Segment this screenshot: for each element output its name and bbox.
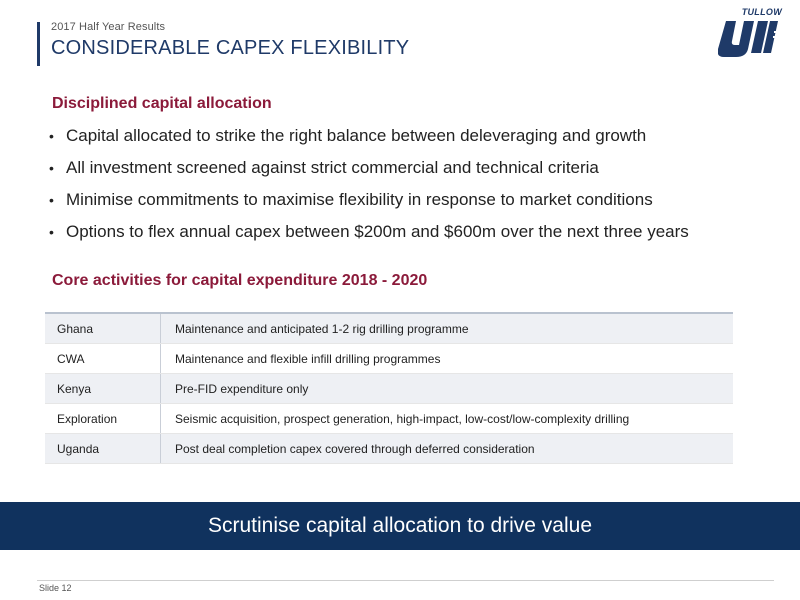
bullet-icon: • <box>49 224 54 240</box>
slide-number: Slide 12 <box>39 583 72 593</box>
header-accent-bar <box>37 22 40 66</box>
footer-divider <box>37 580 774 581</box>
activity-cell: Seismic acquisition, prospect generation… <box>160 403 733 434</box>
summary-banner: Scrutinise capital allocation to drive v… <box>0 502 800 550</box>
bullet-text: Options to flex annual capex between $20… <box>66 222 689 241</box>
bullet-icon: • <box>49 192 54 208</box>
capital-allocation-bullets: • Capital allocated to strike the right b… <box>47 123 787 251</box>
table-row: Exploration Seismic acquisition, prospec… <box>45 403 733 434</box>
bullet-item: • Minimise commitments to maximise flexib… <box>47 187 787 219</box>
header-kicker: 2017 Half Year Results <box>51 21 166 33</box>
company-logo: TULLOW <box>718 7 790 67</box>
table-row: Uganda Post deal completion capex covere… <box>45 433 733 464</box>
region-cell: CWA <box>45 343 161 374</box>
region-cell: Ghana <box>45 312 161 344</box>
region-cell: Kenya <box>45 373 161 404</box>
bullet-text: Minimise commitments to maximise flexibi… <box>66 190 653 209</box>
activity-cell: Post deal completion capex covered throu… <box>160 433 733 464</box>
table-row: Kenya Pre-FID expenditure only <box>45 373 733 404</box>
logo-mark-icon <box>718 21 778 57</box>
bullet-item: • Capital allocated to strike the right b… <box>47 123 787 155</box>
table-row: CWA Maintenance and flexible infill dril… <box>45 343 733 374</box>
bullet-text: All investment screened against strict c… <box>66 158 599 177</box>
bullet-icon: • <box>49 128 54 144</box>
region-cell: Exploration <box>45 403 161 434</box>
bullet-text: Capital allocated to strike the right ba… <box>66 126 647 145</box>
activity-cell: Pre-FID expenditure only <box>160 373 733 404</box>
bullet-item: • Options to flex annual capex between $2… <box>47 219 787 251</box>
core-activities-table: Ghana Maintenance and anticipated 1-2 ri… <box>45 312 733 464</box>
logo-wordmark: TULLOW <box>741 7 782 17</box>
bullet-item: • All investment screened against strict … <box>47 155 787 187</box>
core-activities-heading: Core activities for capital expenditure … <box>52 272 428 289</box>
page-title: CONSIDERABLE CAPEX FLEXIBILITY <box>51 37 410 59</box>
activity-cell: Maintenance and anticipated 1-2 rig dril… <box>160 312 733 344</box>
activity-cell: Maintenance and flexible infill drilling… <box>160 343 733 374</box>
region-cell: Uganda <box>45 433 161 464</box>
bullet-icon: • <box>49 160 54 176</box>
table-row: Ghana Maintenance and anticipated 1-2 ri… <box>45 312 733 344</box>
capital-allocation-heading: Disciplined capital allocation <box>52 95 272 112</box>
summary-banner-text: Scrutinise capital allocation to drive v… <box>207 514 593 537</box>
